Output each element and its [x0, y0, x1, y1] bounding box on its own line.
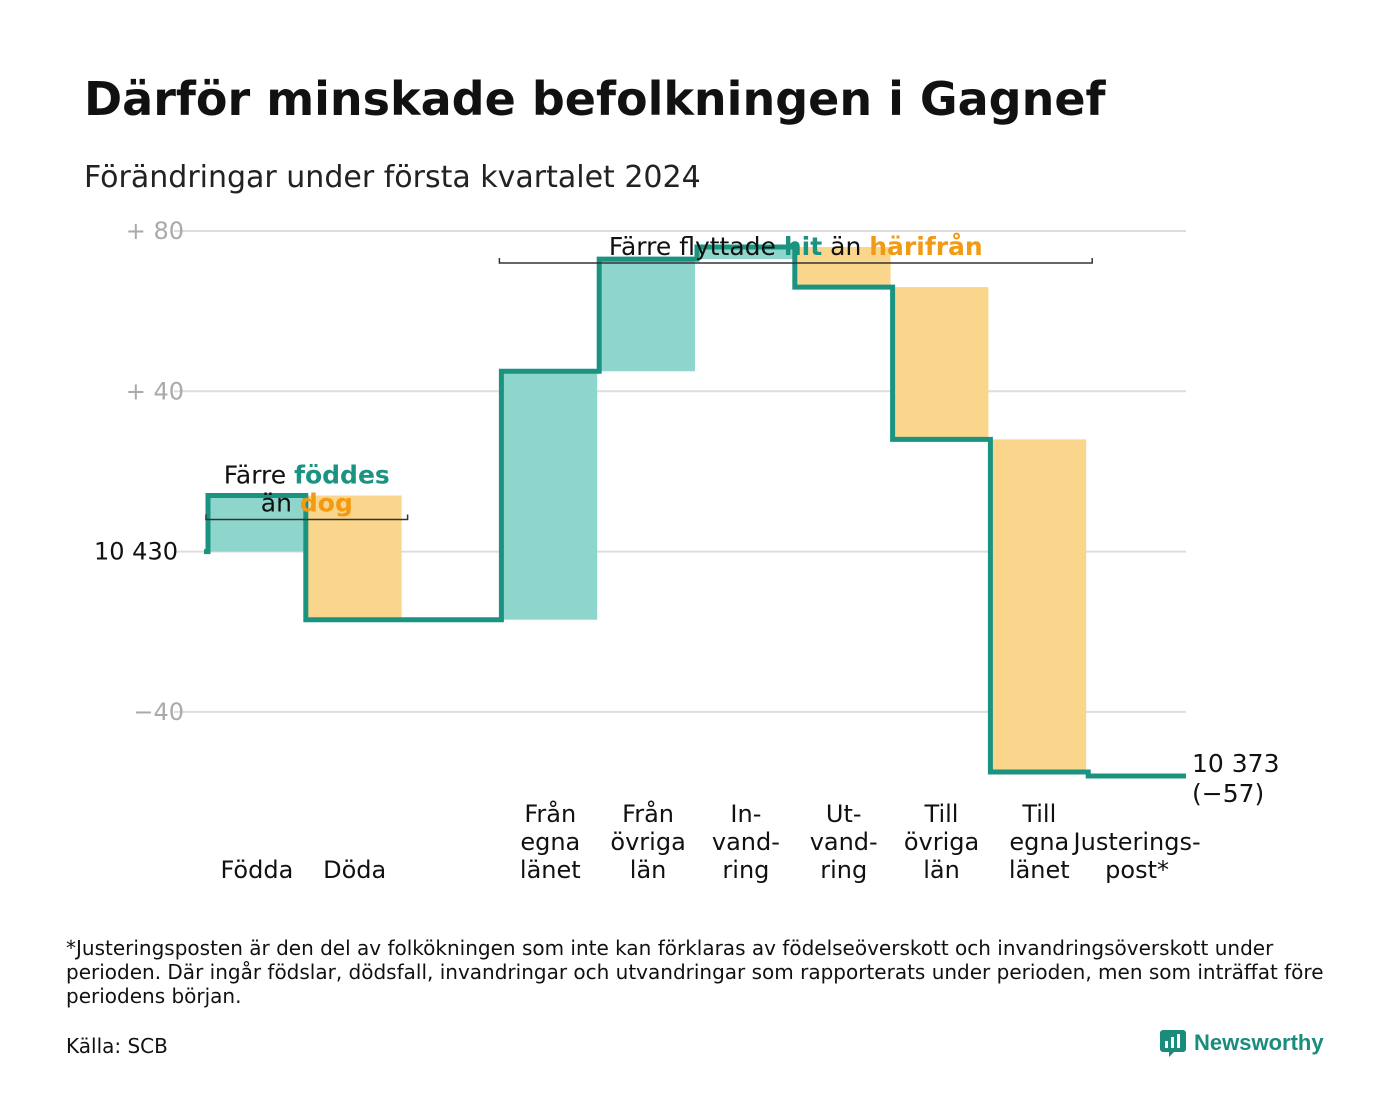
annotation-highlight: härifrån — [869, 232, 982, 261]
category-label-line: Från — [524, 799, 576, 828]
category-label-line: Födda — [220, 856, 293, 884]
category-label: Justerings-post* — [1072, 828, 1201, 884]
category-label-line: länet — [520, 856, 581, 884]
category-label-line: post* — [1105, 856, 1169, 884]
category-label-line: vand- — [810, 828, 878, 856]
decrease-bar — [307, 495, 402, 620]
category-label-line: ring — [722, 856, 769, 884]
annotation-word: Färre — [224, 460, 294, 489]
category-label: In-vand-ring — [712, 800, 780, 884]
increase-bar — [601, 259, 695, 372]
category-label-line: egna — [520, 828, 580, 856]
category-label: Från övriga län — [610, 799, 685, 884]
category-label: Till övriga län — [904, 800, 979, 884]
chart-title: Därför minskade befolkningen i Gagnef — [84, 72, 1106, 126]
category-label: Födda — [220, 856, 293, 884]
annotation-bracket — [205, 514, 409, 521]
newsworthy-logo: Newsworthy — [1160, 1028, 1324, 1058]
annotation-highlight: hit — [784, 232, 822, 261]
category-label-line: Justerings- — [1072, 828, 1201, 856]
category-label-line: Till — [1021, 800, 1056, 828]
category-label-line: In- — [730, 800, 761, 828]
y-tick-label: + 40 — [126, 377, 184, 405]
category-label: Ut-vand-ring — [810, 800, 878, 884]
annotation-word: Färre flyttade — [609, 232, 784, 261]
decrease-bar — [894, 287, 989, 440]
cumulative-step-line — [204, 244, 1186, 779]
increase-bar — [503, 371, 598, 620]
end-change-label: (−57) — [1192, 779, 1264, 808]
category-label-line: ring — [820, 856, 867, 884]
category-label: Döda — [323, 856, 386, 884]
category-label-line: Från — [622, 799, 674, 828]
category-label-line: Ut- — [826, 800, 862, 828]
bar-chart-logo-icon — [1160, 1030, 1186, 1057]
decrease-bar — [992, 439, 1087, 772]
increase-bar — [210, 495, 304, 552]
logo-text: Newsworthy — [1194, 1030, 1324, 1055]
source-credit: Källa: SCB — [66, 1034, 168, 1058]
annotation-word: än — [261, 488, 300, 517]
y-tick-label: −40 — [133, 698, 184, 726]
footnote: *Justeringsposten är den del av folkökni… — [66, 936, 1324, 1008]
annotation-text: Färre flyttade hit än härifrån — [609, 232, 983, 261]
category-label-line: länet — [1009, 856, 1070, 884]
category-label-line: vand- — [712, 828, 780, 856]
category-label-line: egna — [1009, 828, 1069, 856]
category-label-line: län — [923, 856, 960, 884]
category-label-line: län — [630, 856, 667, 884]
category-label-line: Till — [924, 800, 959, 828]
annotation-highlight: dog — [300, 488, 353, 517]
decrease-bar — [796, 247, 891, 288]
waterfall-chart: + 80 + 40 10 430 −40 10 373(−57) Födda Döda Frå… — [94, 217, 1279, 884]
y-tick-label: + 80 — [126, 217, 184, 245]
category-label-line: övriga — [904, 828, 979, 856]
annotation-bracket — [498, 258, 1093, 264]
annotation-text: Färre föddes — [224, 460, 390, 489]
end-value-label: 10 373 — [1192, 749, 1279, 778]
baseline-tick-label: 10 430 — [94, 538, 178, 566]
chart-subtitle: Förändringar under första kvartalet 2024 — [84, 160, 701, 195]
category-label: Från egna länet — [520, 799, 581, 884]
annotation-highlight: föddes — [294, 460, 390, 489]
annotation-text: än dog — [261, 488, 353, 517]
category-label-line: övriga — [610, 828, 685, 856]
annotation-word: än — [822, 232, 869, 261]
increase-bar — [699, 247, 793, 260]
category-label: Till egna länet — [1009, 800, 1070, 884]
category-label-line: Döda — [323, 856, 386, 884]
